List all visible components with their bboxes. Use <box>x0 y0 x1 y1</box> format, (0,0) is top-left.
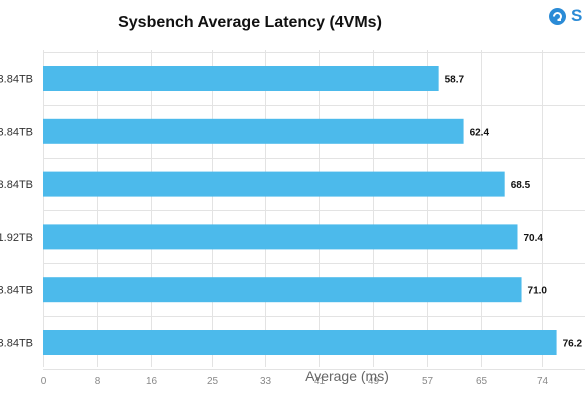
category-label: 3.84TB <box>0 338 33 350</box>
category-label: 1.92TB <box>0 232 33 244</box>
data-label: 70.4 <box>523 233 543 244</box>
logo-mark-icon <box>549 7 566 25</box>
data-label: 68.5 <box>511 180 531 191</box>
bar <box>43 277 522 303</box>
x-tick-label: 49 <box>368 376 380 387</box>
bar <box>43 330 557 355</box>
category-label: 3.84TB <box>0 179 33 191</box>
x-tick-label: 0 <box>41 376 47 387</box>
x-tick-label: 65 <box>476 376 488 387</box>
category-label: 3.84TB <box>0 285 33 297</box>
x-axis-title: Average (ms) <box>305 368 389 384</box>
x-tick-label: 41 <box>314 376 326 387</box>
bar <box>43 66 439 91</box>
y-axis-labels: 3.84TB 3.84TB 3.84TB 1.92TB 3.84TB 3.84TB <box>0 74 33 350</box>
brand-logo: S <box>549 6 582 26</box>
x-tick-label: 25 <box>207 376 219 387</box>
category-label: 3.84TB <box>0 126 33 138</box>
logo-text: S <box>571 6 583 25</box>
x-tick-label: 33 <box>260 376 272 387</box>
x-tick-label: 57 <box>422 376 434 387</box>
data-label: 71.0 <box>528 286 548 297</box>
data-label: 62.4 <box>470 127 490 138</box>
x-tick-label: 74 <box>537 376 549 387</box>
chart-title: Sysbench Average Latency (4VMs) <box>118 14 382 31</box>
x-axis-ticks: 0 8 16 25 33 41 49 57 65 74 <box>41 376 549 387</box>
data-label: 76.2 <box>563 339 583 350</box>
bars <box>43 66 557 355</box>
bar <box>43 171 505 197</box>
bar <box>43 118 464 144</box>
grid-lines <box>43 50 585 370</box>
bar <box>43 224 518 250</box>
x-tick-label: 16 <box>146 376 158 387</box>
x-tick-label: 8 <box>95 376 101 387</box>
data-labels: 58.7 62.4 68.5 70.4 71.0 76.2 <box>445 75 583 350</box>
data-label: 58.7 <box>445 75 465 86</box>
category-label: 3.84TB <box>0 74 33 86</box>
